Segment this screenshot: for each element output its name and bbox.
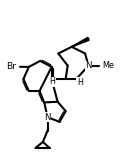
Text: H: H xyxy=(77,78,83,87)
Text: H: H xyxy=(49,77,55,86)
Text: Br: Br xyxy=(6,62,16,71)
Text: N: N xyxy=(85,61,92,70)
Text: N: N xyxy=(44,113,51,122)
Polygon shape xyxy=(76,79,80,83)
Text: Me: Me xyxy=(102,61,114,70)
Polygon shape xyxy=(72,37,89,47)
